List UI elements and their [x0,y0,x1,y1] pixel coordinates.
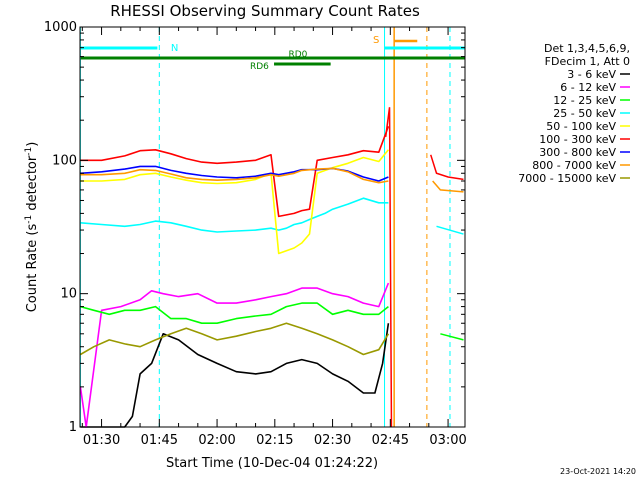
series-line-7 [80,167,389,184]
legend-entry-2: 12 - 25 keV [553,94,616,107]
x-tick-label-6: 03:00 [429,433,466,448]
plot-area: N S RD0 RD6 [79,27,465,428]
legend-header-1: FDecim 1, Att 0 [545,55,630,68]
y-tick-label-1: 10 [60,287,77,302]
series-line-2 [80,302,389,324]
y-axis-label-part3: ) [25,142,40,147]
x-tick-label-3: 02:15 [256,433,293,448]
x-tick-label-0: 01:30 [83,433,120,448]
y-axis-label-part2: detector [25,155,40,215]
series-line-1 [79,282,390,428]
legend-entry-3: 25 - 50 keV [553,107,616,120]
legend-entry-1: 6 - 12 keV [560,81,616,94]
chart-title: RHESSI Observing Summary Count Rates [110,2,420,20]
legend-entry-0: 3 - 6 keV [567,68,616,81]
timestamp: 23-Oct-2021 14:20 [560,467,636,476]
x-tick-label-4: 02:30 [314,433,351,448]
y-axis-label-sup1: -1 [24,215,34,224]
x-axis-label: Start Time (10-Dec-04 01:24:22) [166,456,378,471]
legend-entry-6: 300 - 800 keV [539,146,616,159]
rd0-label: RD0 [288,50,307,60]
post-saa-orange [432,180,464,193]
legend-header-0: Det 1,3,4,5,6,9, [544,42,630,55]
legend-entry-4: 50 - 100 keV [546,120,616,133]
post-saa-green [440,333,464,341]
y-tick-label-0: 1 [69,420,77,435]
rd6-label: RD6 [250,62,269,72]
series-line-5 [80,126,390,218]
legend-entry-8: 7000 - 15000 keV [518,172,616,185]
x-tick-label-5: 02:45 [372,433,409,448]
saa-label: S [373,35,379,46]
axis-ticks: 01:30 01:45 02:00 02:15 02:30 02:45 03:00 1 10 10… [44,20,467,448]
post-saa-cyan [436,225,464,235]
series-line-0 [80,323,390,428]
y-tick-label-3: 1000 [44,20,77,35]
y-axis-label: Count Rate (s-1 detector-1) [24,142,40,313]
series-line-4 [80,149,390,255]
y-axis-label-part1: Count Rate (s [25,224,40,313]
post-saa-red [430,154,464,181]
y-axis-label-sup2: -1 [24,147,34,156]
legend: Det 1,3,4,5,6,9,FDecim 1, Att 03 - 6 keV… [518,42,630,185]
night-label: N [171,43,178,54]
legend-entry-5: 100 - 300 keV [539,133,616,146]
flare-spike [384,107,393,428]
plot-frame [79,26,466,428]
x-tick-label-1: 01:45 [141,433,178,448]
x-tick-label-2: 02:00 [198,433,235,448]
series-line-3 [80,197,389,233]
legend-entry-7: 800 - 7000 keV [532,159,616,172]
series-line-8 [79,322,390,356]
y-tick-label-2: 100 [52,153,77,168]
